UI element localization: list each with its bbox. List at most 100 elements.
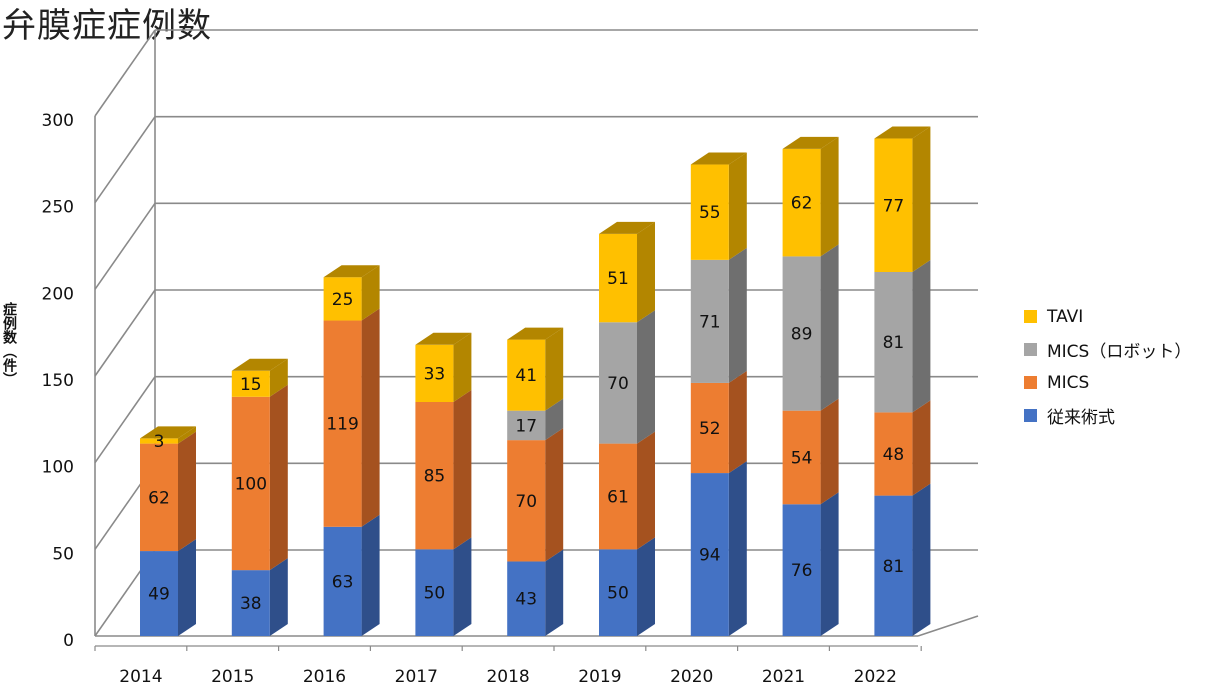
data-label: 50 bbox=[424, 584, 446, 604]
bar-side bbox=[820, 136, 839, 257]
data-label: 85 bbox=[424, 467, 446, 487]
data-label: 38 bbox=[240, 594, 262, 614]
gridline-depth bbox=[94, 289, 156, 377]
x-tick-label: 2016 bbox=[303, 667, 346, 684]
bar-side bbox=[820, 244, 839, 411]
y-tick-label: 250 bbox=[42, 198, 74, 218]
gridline-depth bbox=[94, 376, 156, 464]
bar-top bbox=[140, 426, 196, 439]
bar-segment bbox=[231, 370, 270, 397]
y-axis-label: 症例数（件） bbox=[1, 302, 17, 386]
legend-item: 従来術式 bbox=[1024, 399, 1191, 432]
bar-side bbox=[912, 400, 931, 496]
legend-swatch bbox=[1024, 343, 1037, 356]
bar-side bbox=[637, 537, 655, 636]
bar-top bbox=[782, 136, 839, 149]
bar-segment bbox=[599, 443, 637, 550]
bar-segment bbox=[599, 322, 637, 444]
data-label: 48 bbox=[883, 445, 905, 465]
bar-side bbox=[545, 398, 564, 441]
x-tick-label: 2018 bbox=[486, 667, 529, 684]
bar-top bbox=[599, 221, 655, 234]
bar-segment bbox=[690, 164, 729, 260]
bar-side bbox=[912, 483, 931, 636]
bar-side bbox=[545, 327, 564, 411]
data-label: 62 bbox=[791, 194, 813, 214]
x-tick-label: 2020 bbox=[670, 667, 713, 684]
bar-segment bbox=[599, 549, 637, 636]
bar-segment bbox=[231, 396, 270, 571]
legend-label: TAVI bbox=[1047, 306, 1084, 327]
legend-item: MICS（ロボット） bbox=[1024, 333, 1191, 366]
bar-top bbox=[323, 265, 380, 278]
data-label: 62 bbox=[148, 488, 170, 508]
bar-top bbox=[507, 327, 564, 340]
data-label: 49 bbox=[148, 585, 170, 605]
gridline-depth bbox=[94, 202, 156, 290]
legend-swatch bbox=[1024, 310, 1037, 323]
data-label: 81 bbox=[883, 557, 905, 577]
data-label: 81 bbox=[883, 333, 905, 353]
bar-segment bbox=[140, 443, 178, 552]
bar-segment bbox=[874, 412, 913, 496]
data-label: 119 bbox=[326, 415, 358, 435]
bar-side bbox=[361, 308, 380, 527]
bar-segment bbox=[874, 495, 913, 636]
data-label: 100 bbox=[235, 474, 267, 494]
legend-label: 従来術式 bbox=[1047, 408, 1115, 428]
bar-top bbox=[874, 126, 931, 139]
page-title: 弁膜症症例数 bbox=[2, 6, 212, 46]
y-tick-label: 50 bbox=[52, 544, 74, 564]
bar-side bbox=[361, 265, 380, 321]
x-tick-label: 2014 bbox=[119, 667, 162, 684]
legend-label: MICS（ロボット） bbox=[1047, 342, 1192, 362]
legend-label: MICS bbox=[1047, 372, 1090, 393]
bar-segment bbox=[323, 277, 362, 321]
bar-segment bbox=[782, 504, 821, 636]
bar-side bbox=[269, 358, 288, 397]
data-label: 89 bbox=[791, 325, 813, 345]
data-label: 25 bbox=[332, 290, 354, 310]
bar-side bbox=[178, 426, 196, 444]
bar-segment bbox=[690, 259, 729, 383]
bar-segment bbox=[415, 402, 454, 550]
data-label: 43 bbox=[515, 590, 537, 610]
bar-segment bbox=[415, 344, 454, 402]
data-label: 54 bbox=[791, 448, 813, 468]
data-label: 33 bbox=[424, 364, 446, 384]
bar-top bbox=[415, 332, 472, 345]
bar-side bbox=[637, 221, 655, 323]
x-tick-label: 2021 bbox=[762, 667, 805, 684]
bar-side bbox=[728, 247, 747, 383]
data-label: 61 bbox=[607, 487, 629, 507]
y-tick-label: 300 bbox=[42, 111, 74, 131]
bar-segment bbox=[507, 410, 546, 441]
bar-top bbox=[690, 152, 747, 165]
data-label: 41 bbox=[515, 366, 537, 386]
bar-segment bbox=[874, 138, 913, 272]
bar-segment bbox=[782, 148, 821, 257]
data-label: 15 bbox=[240, 375, 262, 395]
bar-side bbox=[545, 428, 564, 562]
x-tick-label: 2022 bbox=[854, 667, 897, 684]
legend-swatch bbox=[1024, 376, 1037, 389]
bar-side bbox=[912, 126, 931, 273]
bar-segment bbox=[140, 551, 178, 636]
legend-item: MICS bbox=[1024, 366, 1191, 399]
bar-segment bbox=[690, 473, 729, 636]
data-label: 70 bbox=[515, 492, 537, 512]
bar-side bbox=[269, 558, 288, 636]
y-tick-label: 150 bbox=[42, 371, 74, 391]
bar-segment bbox=[782, 410, 821, 505]
data-label: 71 bbox=[699, 312, 721, 332]
bar-side bbox=[178, 431, 196, 552]
bar-side bbox=[545, 549, 564, 636]
bar-side bbox=[178, 539, 196, 636]
bar-top bbox=[231, 358, 288, 371]
bar-side bbox=[728, 152, 747, 260]
bar-segment bbox=[415, 549, 454, 636]
y-tick-label: 100 bbox=[42, 458, 74, 478]
bar-side bbox=[728, 370, 747, 474]
data-label: 94 bbox=[699, 546, 721, 566]
